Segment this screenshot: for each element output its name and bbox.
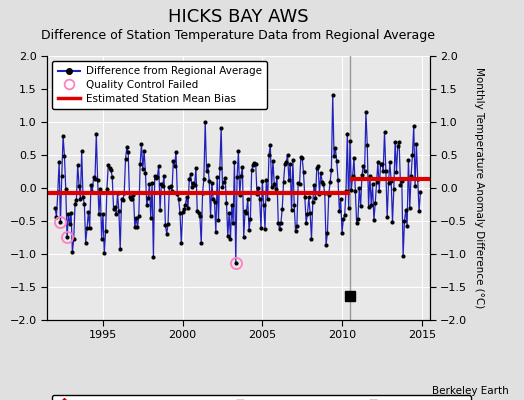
Text: HICKS BAY AWS: HICKS BAY AWS bbox=[168, 8, 309, 26]
Legend: Station Move, Record Gap, Time of Obs. Change, Empirical Break: Station Move, Record Gap, Time of Obs. C… bbox=[52, 395, 471, 400]
Y-axis label: Monthly Temperature Anomaly Difference (°C): Monthly Temperature Anomaly Difference (… bbox=[474, 67, 484, 309]
Text: Berkeley Earth: Berkeley Earth bbox=[432, 386, 508, 396]
Text: Difference of Station Temperature Data from Regional Average: Difference of Station Temperature Data f… bbox=[41, 29, 435, 42]
